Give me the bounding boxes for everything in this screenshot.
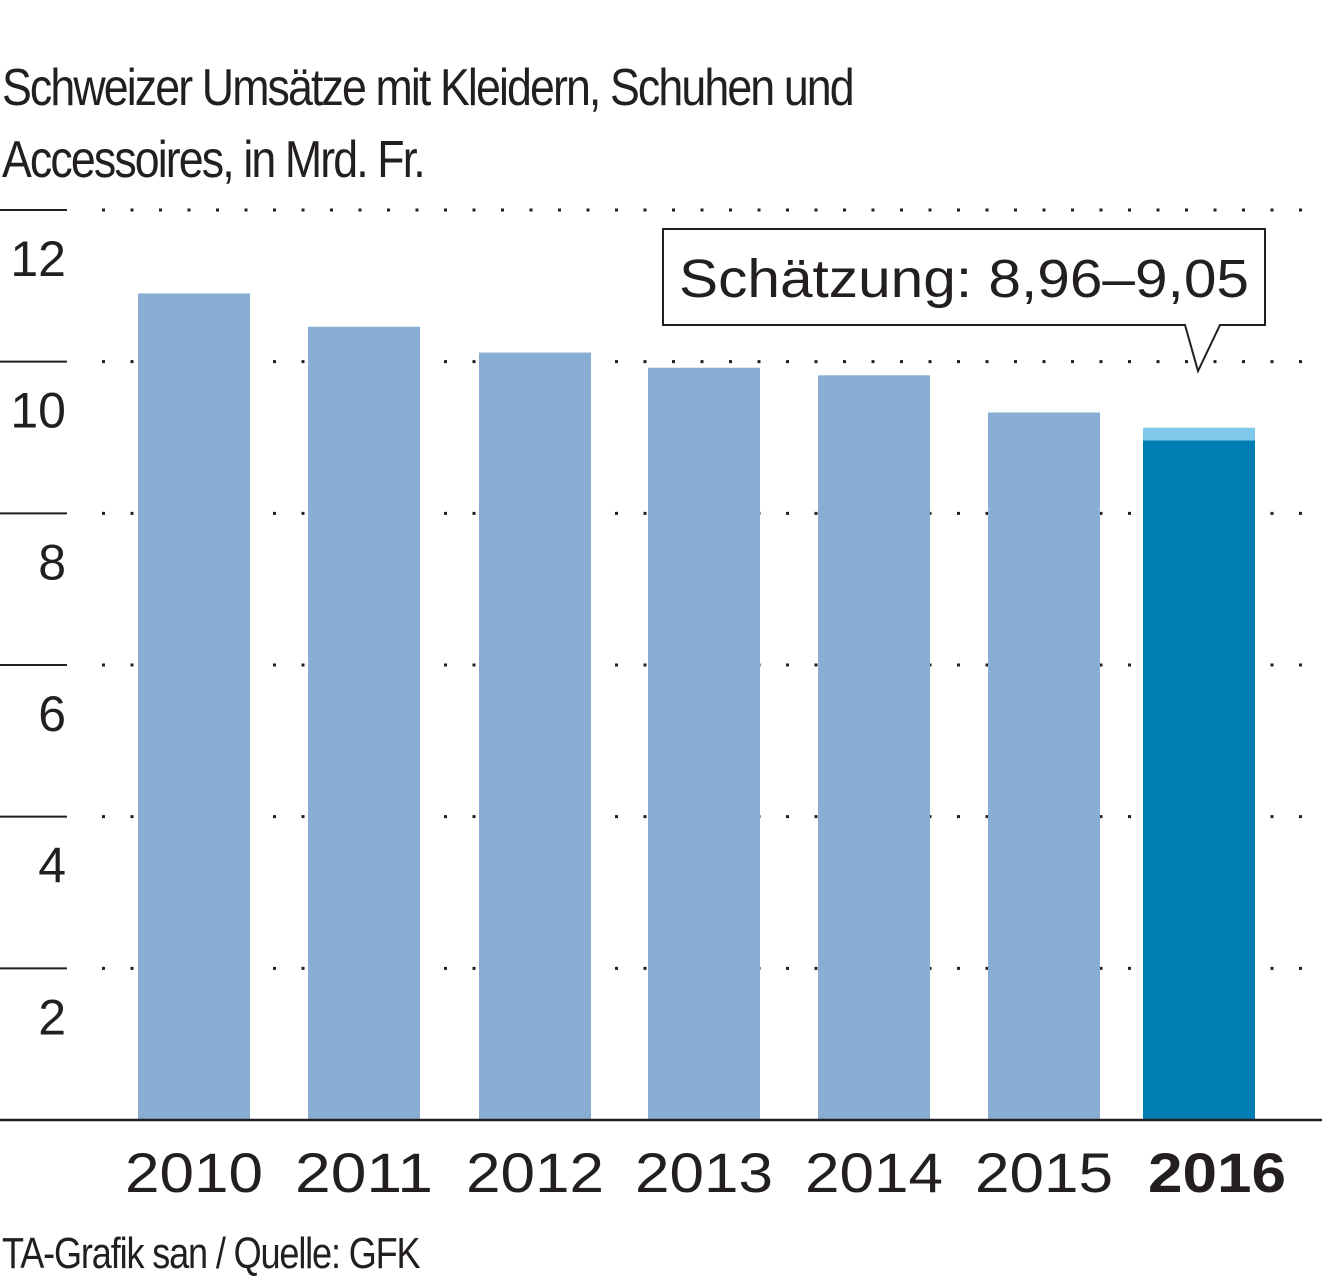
- x-tick-label: 2015: [975, 1141, 1113, 1204]
- x-tick-label: 2010: [125, 1141, 263, 1204]
- estimate-callout: Schätzung: 8,96–9,05: [662, 228, 1266, 374]
- y-tick-label: 4: [38, 838, 66, 894]
- y-tick-label: 12: [10, 231, 66, 287]
- x-tick-label: 2014: [805, 1141, 943, 1204]
- x-tick-label: 2013: [635, 1141, 773, 1204]
- bar-2016: [1143, 440, 1255, 1120]
- bar-2011: [308, 326, 420, 1120]
- y-tick-label: 10: [10, 383, 66, 439]
- y-tick-label: 8: [38, 534, 66, 590]
- chart-title-line-1: Schweizer Umsätze mit Kleidern, Schuhen …: [2, 59, 855, 117]
- y-tick-labels: 2 4 6 8 10 12: [10, 231, 66, 1045]
- bar-2012: [479, 352, 591, 1121]
- y-tick-label: 6: [38, 686, 66, 742]
- chart-title: Schweizer Umsätze mit Kleidern, Schuhen …: [2, 52, 1120, 196]
- callout-box: [662, 228, 1266, 374]
- bar-2015: [988, 412, 1100, 1121]
- x-tick-label: 2011: [295, 1141, 433, 1204]
- x-tick-label: 2016: [1148, 1141, 1286, 1204]
- callout-text: Schätzung: 8,96–9,05: [679, 249, 1249, 309]
- chart-title-line-2: Accessoires, in Mrd. Fr.: [2, 131, 426, 189]
- source-credit: TA-Grafik san / Quelle: GFK: [2, 1229, 421, 1278]
- x-tick-label: 2012: [466, 1141, 604, 1204]
- bar-2013: [648, 367, 760, 1120]
- bar-2010: [138, 293, 250, 1121]
- y-tick-label: 2: [38, 989, 66, 1045]
- bar-2014: [818, 375, 930, 1121]
- grid-lines: [0, 208, 1322, 970]
- bars: [138, 293, 1255, 1121]
- x-tick-labels: 2010 2011 2012 2013 2014 2015 2016: [125, 1141, 1286, 1204]
